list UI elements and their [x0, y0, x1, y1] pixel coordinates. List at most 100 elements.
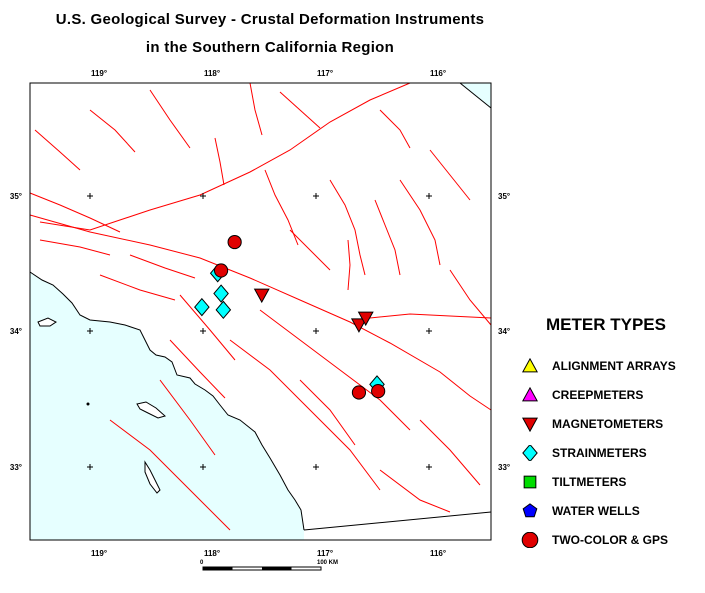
two-color-gps-marker — [213, 263, 229, 278]
legend-symbol-box — [520, 445, 540, 461]
legend-symbol-box — [520, 387, 540, 403]
fault-offshore-2 — [159, 379, 216, 456]
tick-label: 33° — [10, 463, 22, 472]
two-color-gps-marker — [371, 384, 386, 399]
legend-item: TILTMETERS — [520, 474, 705, 490]
legend-item: TWO-COLOR & GPS — [520, 532, 705, 548]
fault-mojave-4 — [374, 199, 401, 276]
graticule — [87, 193, 432, 470]
legend-title: METER TYPES — [546, 315, 666, 334]
two-color-gps-icon — [521, 532, 539, 548]
fault-east-2 — [419, 419, 481, 486]
legend-item: STRAINMETERS — [520, 445, 705, 461]
tick-label: 33° — [498, 463, 510, 472]
fault-offshore-1 — [109, 419, 231, 531]
fault-north-5 — [429, 149, 471, 201]
fault-owens — [249, 82, 263, 136]
legend-label: STRAINMETERS — [552, 446, 647, 460]
fault-sierra-front — [149, 89, 191, 149]
fault-north-1 — [89, 109, 136, 153]
strainmeter-marker — [194, 297, 210, 317]
tick-label: 118° — [204, 549, 220, 558]
graticule-cross — [426, 193, 432, 199]
fault-north-3 — [279, 91, 321, 129]
strainmeter-marker — [213, 284, 229, 303]
legend-item: CREEPMETERS — [520, 387, 705, 403]
instrument-layer — [194, 234, 386, 400]
graticule-cross — [426, 464, 432, 470]
scale-end-label: 100 KM — [317, 560, 339, 566]
scale-bar — [202, 566, 322, 571]
fault-mojave-5 — [399, 179, 441, 266]
legend-symbol — [521, 532, 539, 548]
fault-garlock — [39, 82, 411, 231]
fault-transverse-2 — [129, 254, 196, 279]
tick-labels: 119° 119° 118° 118° 117° 117° 116° 116° 35° 35° 34… — [10, 69, 510, 558]
fault-mojave-6 — [289, 229, 331, 271]
legend-symbol-box — [520, 358, 540, 374]
magnetometer-marker — [350, 318, 367, 333]
graticule-cross — [200, 328, 206, 334]
legend-symbol-box — [520, 416, 540, 432]
legend-symbol-box — [520, 474, 540, 490]
tick-label: 35° — [10, 192, 22, 201]
fault-newport-inglewood — [169, 339, 226, 399]
scale-start-label: 0 — [200, 560, 204, 566]
coastline — [29, 271, 305, 531]
island-santa-cruz — [37, 317, 57, 327]
tick-label: 118° — [204, 69, 220, 78]
legend-label: WATER WELLS — [552, 504, 640, 518]
tick-label: 116° — [430, 69, 446, 78]
fault-north-4 — [379, 109, 411, 149]
fault-east-1 — [449, 269, 492, 326]
fault-san-andreas — [29, 214, 492, 411]
magnetometer-marker — [357, 311, 374, 327]
tick-label: 117° — [317, 549, 333, 558]
fault-white-wolf — [39, 239, 111, 256]
island-san-clemente — [144, 460, 161, 494]
legend-symbol — [522, 358, 538, 373]
legend-label: MAGNETOMETERS — [552, 417, 664, 431]
legend-item: WATER WELLS — [520, 503, 705, 519]
legend-label: TWO-COLOR & GPS — [552, 533, 668, 547]
fault-pinto — [369, 313, 492, 319]
alignment-arrays-icon — [522, 358, 538, 373]
graticule-cross — [426, 328, 432, 334]
fault-peninsular-1 — [179, 294, 236, 361]
two-color-gps-marker — [227, 234, 242, 250]
fault-lines — [29, 82, 492, 531]
legend-symbol — [522, 387, 538, 402]
two-color-gps-marker — [351, 385, 367, 400]
graticule-cross — [313, 328, 319, 334]
legend-item: MAGNETOMETERS — [520, 416, 705, 432]
graticule-cross — [87, 328, 93, 334]
fault-mojave-1 — [214, 137, 225, 186]
graticule-cross — [313, 464, 319, 470]
island-small — [86, 402, 90, 406]
fault-mojave-3 — [329, 179, 366, 276]
pacific-ocean — [30, 272, 304, 540]
legend-symbol — [522, 417, 538, 432]
legend-symbol-box — [520, 503, 540, 519]
legend-symbol — [522, 445, 538, 461]
graticule-cross — [87, 193, 93, 199]
fault-north-2 — [34, 129, 81, 171]
tiltmeters-icon — [523, 475, 537, 489]
coastline-ne — [459, 82, 492, 109]
map-subtitle: in the Southern California Region — [145, 39, 395, 56]
tick-label: 35° — [498, 192, 510, 201]
fault-elsinore — [229, 339, 381, 491]
fault-transverse-1 — [99, 274, 176, 301]
graticule-cross — [200, 464, 206, 470]
fault-big-pine — [29, 192, 121, 233]
creepmeters-icon — [522, 387, 538, 402]
fault-san-jacinto — [259, 309, 411, 431]
magnetometer-marker — [253, 288, 270, 304]
map-title: U.S. Geological Survey - Crustal Deforma… — [55, 11, 485, 28]
strainmeters-icon — [522, 445, 538, 461]
legend-label: CREEPMETERS — [552, 388, 644, 402]
legend-label: ALIGNMENT ARRAYS — [552, 359, 676, 373]
legend-label: TILTMETERS — [552, 475, 627, 489]
map-frame — [29, 82, 492, 541]
